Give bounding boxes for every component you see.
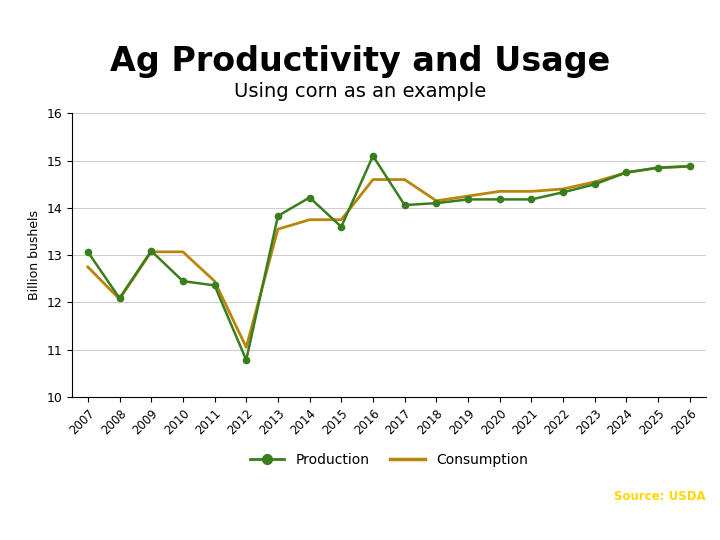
Text: Using corn as an example: Using corn as an example [234,82,486,100]
Production [210,282,219,288]
Y-axis label: Billion bushels: Billion bushels [28,210,41,300]
Production [654,165,662,171]
Production [147,248,156,254]
Consumption [495,188,504,194]
Consumption [274,226,282,232]
Production [179,278,187,285]
Production [305,194,314,201]
Production [559,189,567,195]
Production [242,357,251,363]
Consumption [432,198,441,204]
Text: Ag Productivity and Usage: Ag Productivity and Usage [110,45,610,78]
Production [400,202,409,208]
Consumption [115,296,124,302]
Consumption [305,217,314,223]
Consumption [622,169,631,176]
Consumption [527,188,536,194]
Consumption [464,193,472,199]
Consumption [685,163,694,170]
Consumption [210,278,219,285]
Production [590,181,599,187]
Consumption [559,186,567,192]
Production [337,224,346,230]
Consumption [654,165,662,171]
Consumption [400,176,409,183]
Production [274,213,282,219]
Consumption [84,264,92,270]
Production [369,153,377,159]
Consumption [337,217,346,223]
Production [464,196,472,202]
Production [527,196,536,202]
Production [84,248,92,255]
Production [685,163,694,170]
Production [495,196,504,202]
Text: Extension and Outreach/Department of Economics: Extension and Outreach/Department of Eco… [14,519,262,530]
Line: Consumption: Consumption [88,166,690,347]
Production [622,169,631,176]
Production [432,200,441,206]
Legend: Production, Consumption: Production, Consumption [244,448,534,473]
Consumption [242,344,251,350]
Consumption [179,248,187,255]
Text: Ag Decision Maker: Ag Decision Maker [546,519,706,534]
Production [115,295,124,301]
Consumption [369,176,377,183]
Text: IOWA STATE UNIVERSITY: IOWA STATE UNIVERSITY [14,490,230,503]
Line: Production: Production [85,153,693,363]
Consumption [147,248,156,255]
Text: Source: USDA: Source: USDA [614,490,706,503]
Consumption [590,179,599,185]
